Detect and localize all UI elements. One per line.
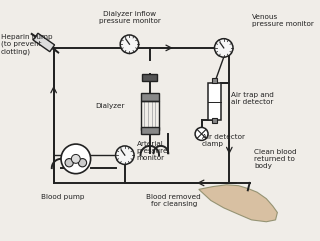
Text: Blood pump: Blood pump: [41, 194, 84, 200]
Text: Dialyzer: Dialyzer: [95, 103, 125, 109]
FancyBboxPatch shape: [208, 83, 221, 120]
Circle shape: [120, 35, 139, 54]
Circle shape: [78, 159, 87, 167]
Text: Heparin pump
(to prevent
clotting): Heparin pump (to prevent clotting): [1, 34, 52, 55]
Polygon shape: [33, 33, 55, 52]
FancyBboxPatch shape: [140, 93, 159, 101]
Circle shape: [214, 39, 233, 57]
Circle shape: [65, 159, 73, 167]
Text: Arterial
pressure
monitor: Arterial pressure monitor: [137, 141, 168, 161]
Text: Dialyzer inflow
pressure monitor: Dialyzer inflow pressure monitor: [99, 11, 160, 24]
FancyBboxPatch shape: [140, 127, 159, 134]
Text: Blood removed
for cleansing: Blood removed for cleansing: [147, 194, 201, 207]
Text: Air detector
clamp: Air detector clamp: [202, 134, 244, 147]
Circle shape: [71, 154, 80, 163]
Circle shape: [116, 146, 134, 164]
Polygon shape: [199, 185, 277, 222]
Text: Venous
pressure monitor: Venous pressure monitor: [252, 14, 313, 27]
FancyBboxPatch shape: [142, 74, 157, 81]
Circle shape: [195, 127, 208, 140]
Text: Air trap and
air detector: Air trap and air detector: [231, 92, 274, 105]
Circle shape: [61, 144, 91, 174]
FancyBboxPatch shape: [212, 78, 217, 83]
Text: Clean blood
returned to
body: Clean blood returned to body: [254, 149, 297, 169]
FancyBboxPatch shape: [212, 118, 217, 123]
